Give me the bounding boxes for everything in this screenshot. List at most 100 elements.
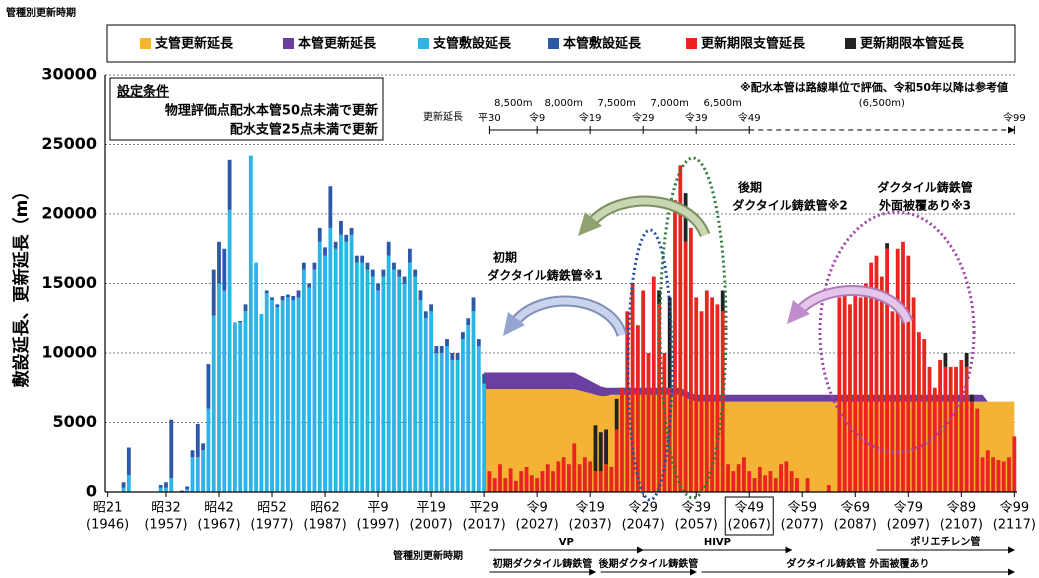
bar (683, 241, 688, 492)
bar (386, 255, 391, 492)
bar (938, 359, 943, 492)
bar (317, 227, 322, 242)
bar (121, 482, 126, 488)
bar (349, 227, 354, 235)
bar (651, 276, 656, 492)
x-tick-sublabel: (1957) (144, 518, 187, 533)
bar (588, 461, 593, 492)
conditions-line: 物理評価点配水本管50点未満で更新 (165, 103, 378, 119)
bar (264, 290, 269, 294)
bar (434, 353, 439, 492)
legend-swatch (283, 38, 294, 49)
bar (397, 269, 402, 277)
timeline-label: 更新延長 (423, 110, 463, 123)
bar (678, 165, 683, 492)
bar (227, 159, 232, 210)
bar (604, 464, 608, 492)
x-tick-sublabel: (1997) (356, 518, 399, 533)
bar (333, 241, 338, 249)
bar (185, 486, 190, 490)
x-tick-sublabel: (2027) (516, 518, 559, 533)
y-tick-label: 5000 (52, 412, 97, 431)
x-tick-sublabel: (2117) (993, 518, 1036, 533)
bar (360, 255, 365, 263)
timeline-point: 令29 (632, 111, 655, 124)
bar (264, 293, 269, 492)
y-tick-label: 25000 (41, 134, 97, 153)
bar (869, 262, 874, 492)
bar (975, 408, 980, 492)
overlay (503, 156, 976, 502)
bar (757, 466, 762, 492)
x-tick-sublabel: (2047) (622, 518, 665, 533)
bar (407, 262, 412, 492)
bar (567, 464, 571, 492)
bar (726, 464, 730, 492)
bar (471, 297, 476, 312)
bar (423, 318, 428, 492)
bar (916, 332, 921, 492)
pipe-label: HIVP (704, 537, 731, 548)
bar (667, 297, 672, 388)
bar (885, 248, 890, 492)
pipe-label: ダクタイル鋳鉄管 外面被覆あり (786, 557, 929, 570)
bar (911, 297, 916, 492)
timeline-point: 令49 (738, 111, 761, 124)
timeline-length: 7,000m (651, 98, 689, 109)
x-tick-label: 令89 (947, 501, 977, 516)
bar (561, 457, 566, 492)
bar (392, 262, 396, 270)
bar (169, 419, 174, 479)
bar (715, 304, 720, 492)
bar (344, 234, 349, 242)
bar (376, 283, 380, 291)
bar (529, 475, 534, 492)
bar (190, 450, 195, 458)
y-tick-label: 30000 (41, 65, 97, 84)
legend-label: 本管敷設延長 (563, 36, 642, 52)
bar (720, 290, 725, 312)
bar (301, 269, 306, 492)
bar (842, 290, 847, 492)
bar (164, 482, 168, 488)
bar (598, 432, 603, 472)
x-tick-sublabel: (2017) (462, 518, 505, 533)
bar (991, 457, 996, 492)
x-tick-sublabel: (2007) (409, 518, 452, 533)
bar (413, 276, 418, 492)
bar (863, 283, 868, 492)
x-tick-label: 平29 (469, 501, 499, 516)
bar (407, 248, 412, 263)
bar (482, 383, 487, 492)
bar (476, 339, 481, 347)
bar (222, 290, 227, 492)
x-tick-label: 平19 (416, 501, 446, 516)
bar (339, 220, 343, 235)
timeline-length: 6,500m (704, 98, 742, 109)
bar (964, 353, 969, 367)
bar (280, 296, 285, 301)
x-tick-label: 令39 (681, 501, 711, 516)
callout: 後期 (738, 180, 762, 195)
bar (890, 311, 895, 492)
bar (943, 353, 948, 367)
bar (418, 290, 423, 301)
bar (227, 209, 232, 492)
bar (190, 457, 195, 492)
bar (742, 457, 746, 492)
x-tick-label: 昭21 (93, 501, 123, 516)
note: ※配水本管は路線単位で評価、令和50年以降は参考値 (740, 80, 1008, 94)
bar (121, 487, 126, 492)
bar (232, 322, 237, 492)
bar (201, 450, 206, 492)
bar (508, 468, 513, 492)
bar (466, 325, 471, 492)
bar (307, 287, 312, 492)
timeline-point: 令39 (685, 111, 708, 124)
bar (323, 255, 327, 492)
x-tick-sublabel: (2077) (781, 518, 824, 533)
x-tick-sublabel: (2057) (675, 518, 718, 533)
bar (747, 471, 752, 492)
bar (445, 346, 449, 492)
bar (710, 297, 715, 492)
